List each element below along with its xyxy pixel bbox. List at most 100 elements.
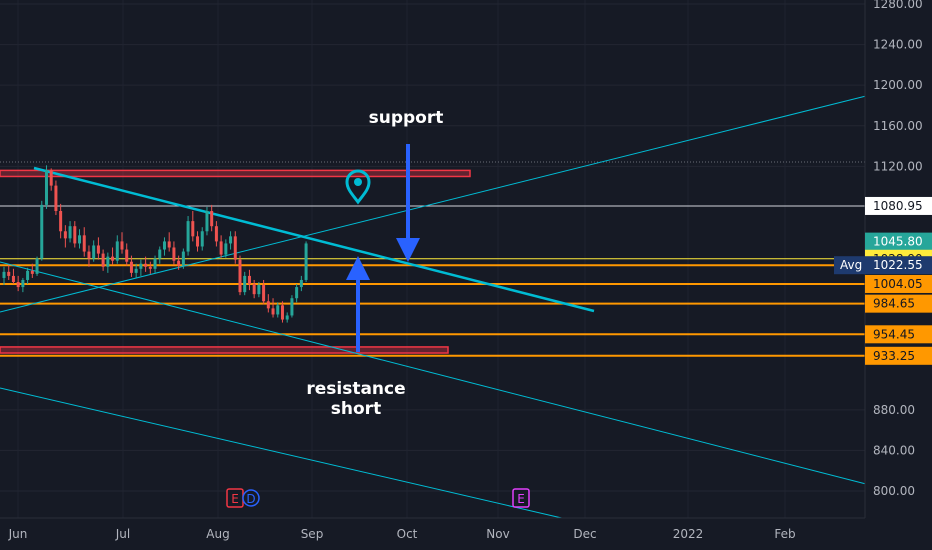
event-marker-text: D	[246, 492, 255, 506]
support-label: support	[369, 108, 444, 128]
candle	[304, 241, 308, 282]
candle	[205, 206, 209, 236]
candle	[238, 255, 242, 296]
event-marker[interactable]: E	[512, 488, 530, 508]
price-tag[interactable]: 954.45	[865, 325, 932, 344]
trendlines-layer	[0, 95, 867, 550]
candle	[266, 294, 270, 313]
candle	[73, 221, 77, 248]
time-axis[interactable]: Jun Jul Aug Sep Oct Nov Dec 2022 Feb	[0, 517, 932, 550]
location-pin-icon[interactable]	[345, 169, 371, 205]
time-tick-label: Dec	[573, 527, 596, 541]
candle	[219, 235, 223, 258]
time-tick-label: Aug	[206, 527, 229, 541]
time-axis-bg	[0, 518, 932, 550]
candle	[167, 232, 171, 252]
horizontal-lines-layer	[0, 205, 865, 357]
candle	[162, 237, 166, 256]
trendline-descending-thick	[33, 166, 595, 313]
candle	[82, 227, 86, 257]
candle	[129, 255, 133, 277]
candle	[276, 302, 280, 318]
price-tag[interactable]: 1080.95	[865, 196, 932, 215]
short-label: short	[331, 399, 381, 419]
candle	[30, 263, 34, 278]
candle	[101, 249, 105, 271]
candle	[247, 269, 251, 291]
candle	[295, 284, 299, 303]
price-tag[interactable]: 933.25	[865, 346, 932, 365]
candle	[68, 221, 72, 243]
candle	[148, 261, 152, 274]
candle	[186, 216, 190, 256]
candle	[262, 279, 266, 305]
price-tag-label: 1022.55	[873, 258, 923, 272]
candle	[134, 263, 138, 278]
candle	[290, 295, 294, 318]
trendline-descending-middle	[0, 261, 867, 485]
price-tag[interactable]: 1022.55 Avg	[834, 256, 932, 275]
time-tick-label: Nov	[486, 527, 509, 541]
time-tick-label: 2022	[673, 527, 704, 541]
price-tag[interactable]: 1004.05	[865, 274, 932, 293]
arrows-layer	[346, 144, 420, 352]
candle	[285, 312, 289, 323]
price-tag-label: 954.45	[873, 327, 915, 341]
candle	[181, 248, 185, 269]
zone-layer	[0, 161, 865, 354]
price-tag[interactable]: 1045.80	[865, 232, 932, 251]
price-tick-label: 800.00	[873, 484, 915, 498]
candle	[200, 227, 204, 251]
resistance-zone[interactable]	[0, 346, 449, 354]
candle	[63, 225, 67, 248]
candle	[40, 200, 44, 261]
candle	[125, 243, 129, 266]
candle	[35, 256, 39, 276]
price-tick-label: 1160.00	[873, 119, 923, 133]
price-tag-label: 1004.05	[873, 277, 923, 291]
candle	[252, 279, 256, 299]
resistance-label: resistance	[306, 379, 405, 399]
candle	[111, 247, 115, 265]
candle	[153, 255, 157, 273]
candle	[11, 268, 15, 285]
candle	[96, 237, 100, 260]
time-tick-label: Oct	[397, 527, 418, 541]
candle	[44, 165, 48, 209]
resistance-zone[interactable]	[0, 169, 471, 178]
candle	[172, 241, 176, 265]
candle	[224, 239, 228, 258]
candle	[59, 203, 63, 239]
price-tag[interactable]: 984.65	[865, 294, 932, 313]
candle	[210, 204, 214, 232]
price-tick-label: 840.00	[873, 443, 915, 457]
time-tick-label: Sep	[301, 527, 324, 541]
candle	[271, 298, 275, 318]
event-marker[interactable]: E	[226, 488, 244, 508]
time-tick-label: Feb	[774, 527, 795, 541]
candle	[106, 252, 110, 273]
event-marker-text: E	[517, 492, 525, 506]
candle	[158, 246, 162, 264]
price-tick-label: 1120.00	[873, 159, 923, 173]
candle	[214, 221, 218, 247]
candles-layer	[2, 165, 308, 323]
candle	[115, 235, 119, 264]
candle	[229, 231, 233, 250]
event-marker[interactable]: D	[242, 489, 260, 507]
candle	[243, 271, 247, 296]
candle	[257, 281, 261, 298]
candle	[2, 266, 6, 286]
candle	[16, 275, 20, 292]
candle	[21, 277, 25, 293]
time-tick-label: Jun	[8, 527, 28, 541]
price-tick-label: 1280.00	[873, 0, 923, 11]
event-marker-text: E	[231, 492, 239, 506]
candle	[139, 259, 143, 276]
candle	[144, 256, 148, 272]
candle	[87, 245, 91, 267]
candle	[78, 229, 82, 249]
candle	[233, 231, 237, 264]
